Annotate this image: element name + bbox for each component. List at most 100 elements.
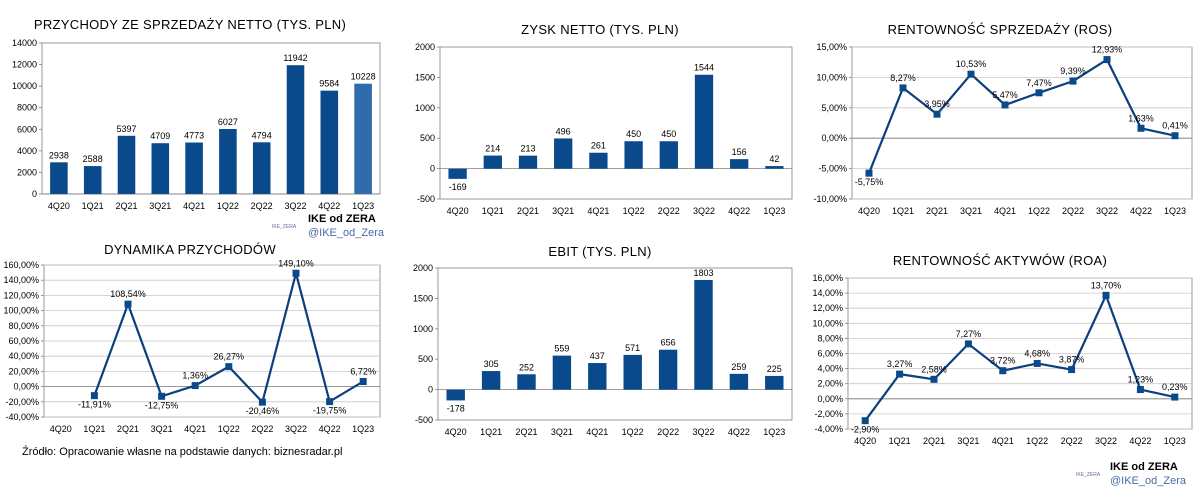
bar <box>518 155 538 169</box>
data-label: 450 <box>626 129 641 139</box>
y-tick-label: 4000 <box>17 146 37 156</box>
chart-plot: -500 0 500 1000 1500 2000 4Q20 1Q21 2Q21 3Q21 4Q21… <box>413 263 793 437</box>
x-tick-label: 1Q23 <box>763 427 785 437</box>
data-point <box>1171 393 1179 401</box>
data-label: 26,27% <box>214 352 245 362</box>
y-tick-label: 500 <box>418 354 433 364</box>
data-point <box>292 269 300 277</box>
data-point <box>1137 124 1145 132</box>
data-label: 496 <box>556 126 571 136</box>
y-tick-label: 10,00% <box>816 72 847 82</box>
chart-plot: -4,00% -2,00% 0,00% 2,00% 4,00% 6,00% 8,00% 10,… <box>812 273 1193 446</box>
y-tick-label: 1500 <box>415 72 435 82</box>
x-tick-label: 3Q21 <box>957 436 979 446</box>
chart-title: RENTOWNOŚĆ AKTYWÓW (ROA) <box>892 253 1108 268</box>
data-point <box>124 300 132 308</box>
data-label: 214 <box>485 144 500 154</box>
y-tick-label: 2,00% <box>817 379 843 389</box>
y-tick-label: -10,00% <box>813 194 847 204</box>
x-tick-label: 2Q21 <box>517 206 539 216</box>
bar <box>517 374 536 390</box>
brand-handle: @IKE_od_Zera <box>308 227 384 239</box>
chart-ros: RENTOWNOŚĆ SPRZEDAŻY (ROS) -10,00% -5,00%… <box>800 0 1200 240</box>
y-tick-label: -500 <box>417 194 435 204</box>
y-tick-label: 2000 <box>17 167 37 177</box>
x-tick-label: 1Q21 <box>82 201 104 211</box>
x-tick-label: 3Q22 <box>693 206 715 216</box>
y-tick-label: 10,00% <box>812 318 843 328</box>
y-tick-label: 2000 <box>413 263 433 273</box>
data-label: 10228 <box>351 72 376 82</box>
bar <box>694 74 714 169</box>
y-tick-label: 15,00% <box>816 42 847 52</box>
y-tick-label: 1000 <box>415 103 435 113</box>
data-point <box>933 110 941 118</box>
data-label: 0,41% <box>1162 121 1188 131</box>
x-tick-label: 4Q22 <box>318 201 340 211</box>
y-tick-label: 160,00% <box>3 260 39 270</box>
x-tick-label: 3Q21 <box>149 201 171 211</box>
bar <box>185 142 203 194</box>
data-label: 3,87% <box>1059 355 1085 365</box>
bar <box>554 138 573 169</box>
x-tick-label: 3Q22 <box>284 201 306 211</box>
bar <box>320 90 339 194</box>
x-tick-label: 3Q21 <box>551 427 573 437</box>
x-tick-label: 4Q21 <box>994 206 1016 216</box>
data-label: 4794 <box>252 130 272 140</box>
x-tick-label: 4Q20 <box>445 427 467 437</box>
bar <box>219 128 237 194</box>
chart-title: PRZYCHODY ZE SPRZEDAŻY NETTO (TYS. PLN) <box>33 17 347 32</box>
data-point <box>1068 366 1076 374</box>
y-tick-label: 12,00% <box>812 303 843 313</box>
chart-title: ZYSK NETTO (TYS. PLN) <box>521 22 679 37</box>
bar <box>623 354 642 390</box>
x-tick-label: 2Q22 <box>1062 206 1084 216</box>
data-label: 213 <box>520 144 535 154</box>
x-tick-label: 1Q23 <box>352 424 374 434</box>
y-tick-label: -20,00% <box>5 397 39 407</box>
y-tick-label: 14000 <box>12 38 37 48</box>
data-label: -5,75% <box>855 177 884 187</box>
x-tick-label: 1Q21 <box>480 427 502 437</box>
data-label: 252 <box>519 362 534 372</box>
x-tick-label: 2Q22 <box>657 427 679 437</box>
x-tick-label: 4Q22 <box>728 427 750 437</box>
source-note: Źródło: Opracowanie własne na podstawie … <box>22 446 343 458</box>
x-tick-label: 3Q22 <box>1096 206 1118 216</box>
x-tick-label: 1Q22 <box>1026 436 1048 446</box>
data-label: 4709 <box>150 131 170 141</box>
brand-mini-logo: IKE_ZERA <box>1076 472 1101 478</box>
chart-title: RENTOWNOŚĆ SPRZEDAŻY (ROS) <box>887 22 1113 37</box>
y-tick-label: 2000 <box>415 42 435 52</box>
x-tick-label: 4Q22 <box>319 424 341 434</box>
data-label: -20,46% <box>246 406 280 416</box>
y-tick-label: 1500 <box>413 293 433 303</box>
data-label: 13,70% <box>1091 280 1122 290</box>
data-label: 5,47% <box>992 90 1018 100</box>
y-tick-label: -5,00% <box>818 164 847 174</box>
series-line <box>864 292 1176 422</box>
bar <box>552 355 572 390</box>
x-tick-label: 3Q22 <box>285 424 307 434</box>
chart-revenue: PRZYCHODY ZE SPRZEDAŻY NETTO (TYS. PLN) … <box>0 0 390 240</box>
y-tick-label: 6,00% <box>817 349 843 359</box>
x-tick-label: 1Q23 <box>1164 436 1186 446</box>
chart-roa: RENTOWNOŚĆ AKTYWÓW (ROA) -4,00% -2,00% 0,0… <box>800 240 1200 486</box>
chart-plot: -500 0 500 1000 1500 2000 4Q20 1Q21 2Q21 3Q21 4Q21… <box>415 42 793 216</box>
y-tick-label: 14,00% <box>812 288 843 298</box>
chart-plot: 0 2000 4000 6000 8000 10000 12000 14000 4Q20 1Q21… <box>12 38 381 211</box>
data-label: 6,72% <box>350 366 376 376</box>
x-tick-label: 3Q21 <box>960 206 982 216</box>
data-point <box>1069 77 1077 85</box>
y-tick-label: 0 <box>430 164 435 174</box>
plot-area <box>439 46 793 200</box>
data-label: 8,27% <box>890 73 916 83</box>
data-point <box>1033 359 1041 367</box>
chart-title: EBIT (TYS. PLN) <box>548 244 652 259</box>
y-tick-label: -500 <box>415 415 433 425</box>
x-tick-label: 2Q22 <box>251 424 273 434</box>
x-tick-label: 2Q21 <box>926 206 948 216</box>
y-tick-label: 140,00% <box>3 275 39 285</box>
data-label: 11942 <box>283 53 307 63</box>
